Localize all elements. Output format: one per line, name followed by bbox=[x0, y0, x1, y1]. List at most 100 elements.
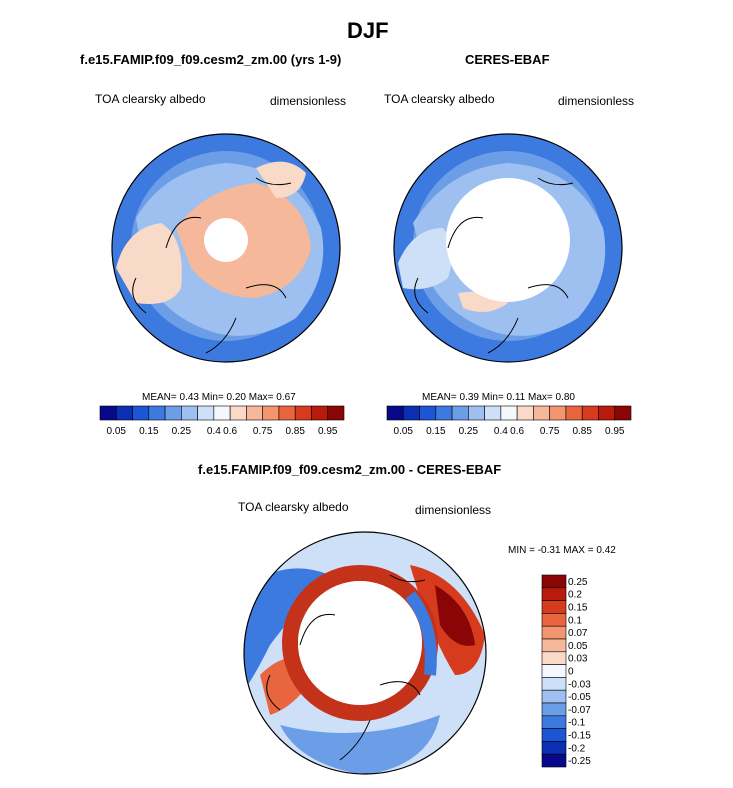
panel2-min: 0.11 bbox=[506, 392, 526, 403]
panel1-map-border bbox=[111, 133, 341, 363]
panel2-title: CERES-EBAF bbox=[465, 52, 550, 67]
panel3-colorbar-tick-label: 0.07 bbox=[568, 628, 588, 639]
panel3-colorbar-swatch bbox=[541, 702, 567, 717]
panel1-colorbar-swatch bbox=[311, 405, 329, 421]
panel3-colorbar-tick-label: 0.1 bbox=[568, 615, 582, 626]
panel2-min-label: Min= bbox=[481, 392, 504, 403]
figure-title: DJF bbox=[347, 18, 389, 43]
panel2-colorbar-swatch bbox=[419, 405, 437, 421]
panel3-map-border bbox=[243, 531, 487, 775]
panel2-colorbar-swatch bbox=[614, 405, 632, 421]
panel1-stats: MEAN= 0.43 Min= 0.20 Max= 0.67 bbox=[142, 392, 296, 403]
panel3-colorbar-swatch bbox=[541, 651, 567, 665]
panel2-units-label: dimensionless bbox=[558, 94, 635, 108]
panel2-colorbar-tick-label: 0.75 bbox=[540, 426, 560, 437]
panel2-map-border bbox=[393, 133, 623, 363]
panel3-colorbar-swatch bbox=[541, 677, 567, 691]
panel1-colorbar-swatch bbox=[229, 405, 247, 421]
panel1-colorbar: 0.05 0.15 0.25 0.4 0.6 0.75 0.85 0.95 bbox=[99, 405, 345, 437]
panel1-colorbar-swatch bbox=[294, 405, 312, 421]
panel3-colorbar-tick-label: -0.2 bbox=[568, 743, 586, 754]
panel2-colorbar-tick-label: 0.6 bbox=[510, 426, 524, 437]
panel3-colorbar-swatch bbox=[541, 753, 567, 768]
panel1-colorbar-swatch bbox=[99, 405, 117, 421]
panel2-colorbar-swatch bbox=[565, 405, 583, 421]
panel3-colorbar-swatch bbox=[541, 728, 567, 742]
panel1-max-label: Max= bbox=[248, 392, 274, 403]
panel2-colorbar-swatch bbox=[533, 405, 550, 421]
panel3-colorbar-tick-label: -0.25 bbox=[568, 756, 591, 767]
panel2-polar-gap bbox=[446, 178, 570, 302]
panel1-colorbar-swatch bbox=[181, 405, 198, 421]
panel3-colorbar-swatch bbox=[541, 664, 567, 678]
panel1-colorbar-swatch bbox=[164, 405, 182, 421]
panel2-variable-label: TOA clearsky albedo bbox=[384, 92, 495, 106]
panel1-colorbar-tick-label: 0.4 bbox=[207, 426, 221, 437]
panel1-mean-label: MEAN= bbox=[142, 392, 177, 403]
panel3-colorbar-tick-label: 0.03 bbox=[568, 654, 588, 665]
panel3-field-west-negative bbox=[244, 568, 330, 695]
panel1-colorbar-swatch bbox=[213, 405, 231, 421]
panel1-colorbar-swatch bbox=[278, 405, 296, 421]
panel3-coastlines bbox=[266, 574, 426, 761]
panel2-colorbar-swatch bbox=[435, 405, 453, 421]
panel3-colorbar-swatch bbox=[541, 587, 567, 601]
panel1-colorbar-swatch bbox=[148, 405, 166, 421]
panel3-colorbar-tick-label: -0.1 bbox=[568, 718, 586, 729]
panel2-colorbar-swatch bbox=[484, 405, 502, 421]
panel2-colorbar-swatch bbox=[402, 405, 420, 421]
panel1-colorbar-tick-label: 0.6 bbox=[223, 426, 237, 437]
panel3-colorbar-tick-label: 0.05 bbox=[568, 641, 588, 652]
panel1-units-label: dimensionless bbox=[270, 94, 347, 108]
panel2-max: 0.80 bbox=[555, 392, 575, 403]
panel3-colorbar-tick-label: 0.25 bbox=[568, 577, 588, 588]
panel1-colorbar-tick-label: 0.85 bbox=[285, 426, 305, 437]
panel1-mean: 0.43 bbox=[179, 392, 199, 403]
panel1-colorbar-swatch bbox=[115, 405, 133, 421]
panel3-map bbox=[243, 531, 487, 775]
panel1-colorbar-tick-label: 0.75 bbox=[253, 426, 273, 437]
panel1-colorbar-swatch bbox=[246, 405, 263, 421]
panel1-colorbar-tick-label: 0.95 bbox=[318, 426, 338, 437]
panel2-colorbar: 0.05 0.15 0.25 0.4 0.6 0.75 0.85 0.95 bbox=[386, 405, 632, 437]
panel2-max-label: Max= bbox=[528, 392, 553, 403]
panel3-field-ring-negative bbox=[405, 591, 437, 676]
panel3-colorbar-tick-label: 0.15 bbox=[568, 603, 588, 614]
panel2-colorbar-swatch bbox=[386, 405, 404, 421]
panel2-colorbar-swatch bbox=[468, 405, 485, 421]
panel2-colorbar-tick-label: 0.15 bbox=[426, 426, 446, 437]
panel1-max: 0.67 bbox=[276, 392, 296, 403]
panel1-colorbar-tick-label: 0.25 bbox=[172, 426, 192, 437]
panel2-colorbar-tick-label: 0.05 bbox=[394, 426, 414, 437]
panel1-colorbar-tick-label: 0.15 bbox=[139, 426, 159, 437]
panel2-colorbar-swatch bbox=[516, 405, 534, 421]
panel3-colorbar-tick-label: 0 bbox=[568, 667, 574, 678]
panel3-colorbar-swatch bbox=[541, 600, 567, 614]
panel2-colorbar-swatch bbox=[549, 405, 567, 421]
panel2-land-region-west bbox=[398, 228, 452, 290]
panel1-coastlines bbox=[132, 177, 292, 354]
panel2-mean-label: MEAN= bbox=[422, 392, 457, 403]
panel3-title: f.e15.FAMIP.f09_f09.cesm2_zm.00 - CERES-… bbox=[198, 462, 502, 477]
panel1-polar-gap bbox=[204, 218, 248, 262]
panel2-colorbar-swatch bbox=[451, 405, 469, 421]
panel2-colorbar-tick-label: 0.4 bbox=[494, 426, 508, 437]
panel3-colorbar-tick-label: -0.07 bbox=[568, 705, 591, 716]
panel1-land-region-west bbox=[116, 223, 182, 304]
panel2-colorbar-swatch bbox=[500, 405, 518, 421]
panel2-colorbar-tick-label: 0.25 bbox=[459, 426, 479, 437]
panel2-coastlines bbox=[414, 177, 574, 354]
panel2-colorbar-tick-label: 0.95 bbox=[605, 426, 625, 437]
panel3-colorbar-swatch bbox=[541, 741, 567, 755]
panel3-polar-gap bbox=[298, 581, 422, 705]
panel3-variable-label: TOA clearsky albedo bbox=[238, 500, 349, 514]
panel3-field-south-negative bbox=[280, 715, 440, 774]
panel2-colorbar-tick-label: 0.85 bbox=[572, 426, 592, 437]
panel3-colorbar-swatch bbox=[541, 689, 567, 704]
panel3-field-east-core bbox=[435, 585, 475, 646]
panel1-colorbar-tick-label: 0.05 bbox=[107, 426, 127, 437]
panel2-map bbox=[393, 133, 623, 363]
panel3-colorbar-tick-label: -0.03 bbox=[568, 679, 591, 690]
panel3-colorbar-swatch bbox=[541, 625, 567, 640]
panel3-colorbar: 0.25 0.2 0.150.1 0.07 0.05 0.03 0-0.03 -0.05 -0.… bbox=[541, 574, 591, 768]
